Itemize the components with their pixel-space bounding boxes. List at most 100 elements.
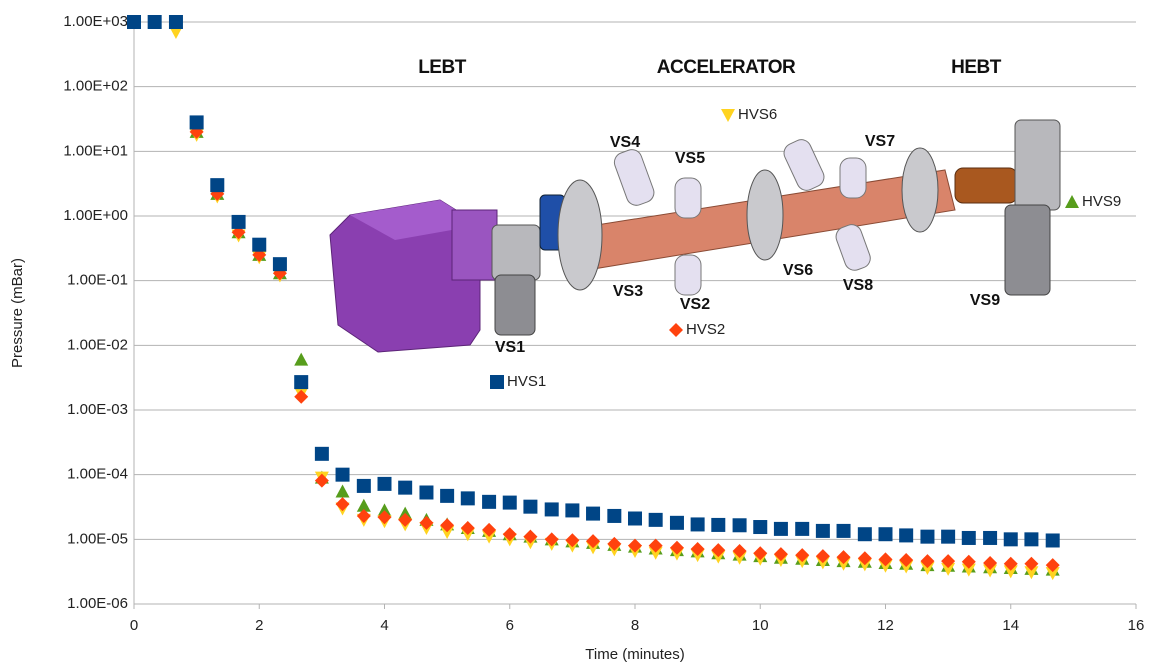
legend-label: HVS9 [1082,193,1121,210]
marker [628,511,642,525]
tank-flange [902,148,938,232]
marker [252,238,266,252]
marker [607,509,621,523]
annotation: VS6 [783,262,813,279]
marker [336,484,350,497]
x-tick-label: 2 [255,617,263,634]
vs1-pump [495,275,535,335]
annotation: HEBT [951,57,1002,78]
x-axis-label: Time (minutes) [585,646,684,663]
marker [378,510,392,524]
port [840,158,866,198]
marker [858,527,872,541]
marker [837,550,851,564]
marker [920,554,934,568]
marker [774,547,788,561]
marker [774,522,788,536]
port [612,147,657,208]
marker [294,353,308,366]
y-tick-label: 1.00E+01 [63,142,128,159]
legend-marker [669,323,683,337]
marker [858,551,872,565]
marker [419,516,433,530]
annotation: LEBT [418,57,467,78]
marker [983,531,997,545]
hebt-chamber [1015,120,1060,210]
marker [378,477,392,491]
y-tick-label: 1.00E-05 [67,530,128,547]
marker [691,517,705,531]
marker [899,528,913,542]
legend-marker [721,109,735,122]
marker [461,491,475,505]
x-tick-label: 6 [506,617,514,634]
marker [733,518,747,532]
x-tick-label: 0 [130,617,138,634]
legend-marker [1065,195,1079,208]
annotation: VS7 [865,133,895,150]
marker [315,474,329,488]
marker [273,257,287,271]
y-tick-label: 1.00E-03 [67,401,128,418]
marker [941,530,955,544]
marker [649,513,663,527]
marker [419,485,433,499]
marker [336,468,350,482]
y-tick-label: 1.00E+02 [63,78,128,95]
y-axis-label: Pressure (mBar) [9,258,26,368]
y-tick-label: 1.00E-01 [67,272,128,289]
marker [523,500,537,514]
marker [294,375,308,389]
annotation: ACCELERATOR [657,57,796,78]
legend-marker [490,375,504,389]
y-tick-label: 1.00E-04 [67,466,128,483]
marker [670,516,684,530]
marker [148,15,162,29]
marker [816,524,830,538]
marker [210,178,224,192]
marker [482,495,496,509]
tank-flange [558,180,602,290]
legend-label: HVS1 [507,373,546,390]
marker [232,215,246,229]
marker [837,524,851,538]
marker [1004,532,1018,546]
legend-label: HVS6 [738,106,777,123]
chart: 1.00E-061.00E-051.00E-041.00E-031.00E-02… [0,0,1149,664]
marker [711,543,725,557]
annotation: VS2 [680,296,710,313]
x-tick-label: 10 [752,617,769,634]
marker [586,507,600,521]
marker [753,546,767,560]
vs9-pump [1005,205,1050,295]
port [833,222,873,273]
marker [899,553,913,567]
port [781,136,828,193]
annotation: VS5 [675,150,705,167]
annotation: VS1 [495,339,525,356]
marker [545,502,559,516]
marker [127,15,141,29]
marker [920,530,934,544]
tank-flange [747,170,783,260]
marker [1024,532,1038,546]
marker [816,549,830,563]
marker [795,522,809,536]
source-flange [452,210,497,280]
marker [879,552,893,566]
y-tick-label: 1.00E-06 [67,595,128,612]
marker [357,479,371,493]
hebt-magnet [955,168,1017,203]
annotation: VS3 [613,283,643,300]
y-tick-label: 1.00E+03 [63,13,128,30]
marker [294,390,308,404]
marker [503,496,517,510]
x-tick-label: 12 [877,617,894,634]
marker [879,527,893,541]
marker [315,447,329,461]
x-tick-label: 16 [1128,617,1145,634]
legend-label: HVS2 [686,321,725,338]
marker [711,518,725,532]
marker [753,520,767,534]
marker [733,544,747,558]
